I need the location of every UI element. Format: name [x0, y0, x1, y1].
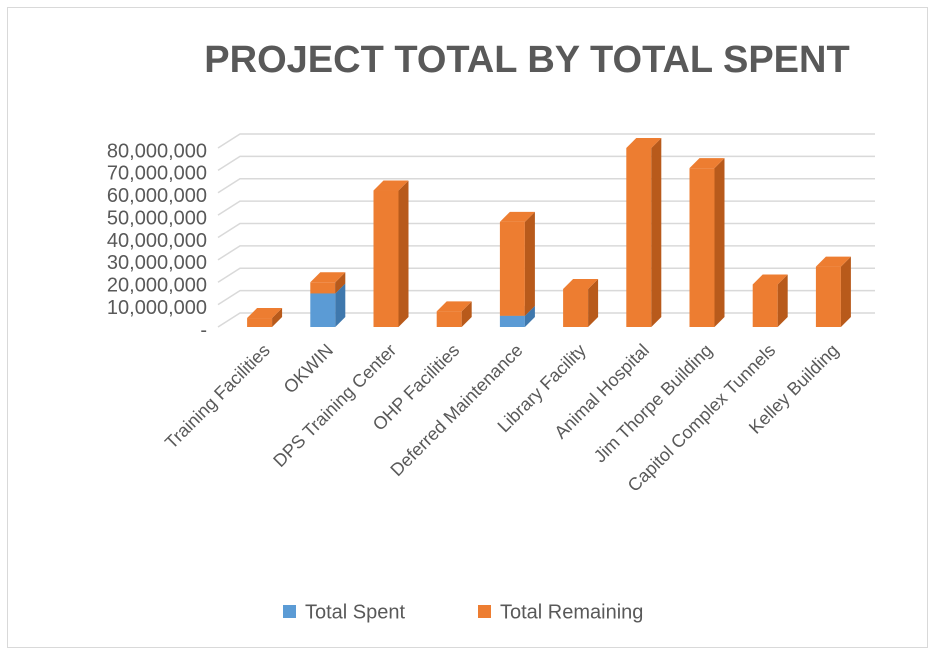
grid-line [217, 133, 875, 149]
bar-front [752, 284, 778, 327]
bar-top [752, 274, 788, 285]
y-tick-label: 80,000,000 [107, 140, 207, 162]
bar-front [499, 315, 525, 327]
legend-label: Total Remaining [500, 601, 643, 623]
y-tick-label: 30,000,000 [107, 252, 207, 274]
bar-top [626, 138, 662, 148]
y-tick-label: 60,000,000 [107, 185, 207, 207]
bar-side [335, 272, 346, 294]
bar-top [247, 308, 283, 319]
bar-side [840, 256, 851, 327]
bar-top [373, 180, 409, 191]
y-tick-label: 40,000,000 [107, 230, 207, 252]
y-tick-label: 10,000,000 [107, 297, 207, 319]
grid-line [217, 178, 875, 194]
bar-side [651, 138, 662, 327]
grid-line [217, 200, 875, 216]
y-tick-label: 20,000,000 [107, 275, 207, 297]
bar-front [815, 266, 841, 327]
bar-top [563, 278, 599, 289]
bar-front [247, 318, 273, 327]
y-tick-label: - [200, 319, 207, 341]
y-tick-label: 50,000,000 [107, 207, 207, 229]
legend-label: Total Spent [305, 601, 406, 623]
bar-front [499, 221, 525, 316]
bar-front [310, 282, 336, 294]
grid-line [217, 312, 875, 328]
bar-top [499, 211, 535, 222]
y-tick-label: 70,000,000 [107, 163, 207, 185]
bar-top [310, 272, 346, 283]
bar-front [373, 190, 399, 327]
bar-side [524, 211, 535, 316]
bar-side [335, 283, 346, 327]
chart-frame [7, 7, 928, 648]
bar-side [398, 180, 409, 327]
bar-side [524, 305, 535, 327]
bar-top [689, 158, 725, 169]
grid-line [217, 245, 875, 261]
grid-line [217, 222, 875, 239]
chart-title: PROJECT TOTAL BY TOTAL SPENT [204, 39, 849, 81]
legend-swatch [283, 605, 296, 618]
grid-line [217, 267, 875, 283]
bar-side [777, 274, 788, 327]
bar-front [436, 311, 462, 327]
bar-front [689, 168, 715, 327]
bar-side [588, 278, 599, 327]
legend-swatch [478, 605, 491, 618]
bar-side [461, 301, 472, 327]
grid-line [217, 289, 875, 306]
bar-top [815, 256, 851, 267]
bar-side [714, 158, 725, 327]
bar-side [272, 308, 283, 327]
grid-line [217, 155, 875, 172]
bar-front [563, 288, 589, 327]
bar-front [310, 293, 336, 327]
bar-top [436, 301, 472, 312]
bar-front [626, 148, 652, 327]
